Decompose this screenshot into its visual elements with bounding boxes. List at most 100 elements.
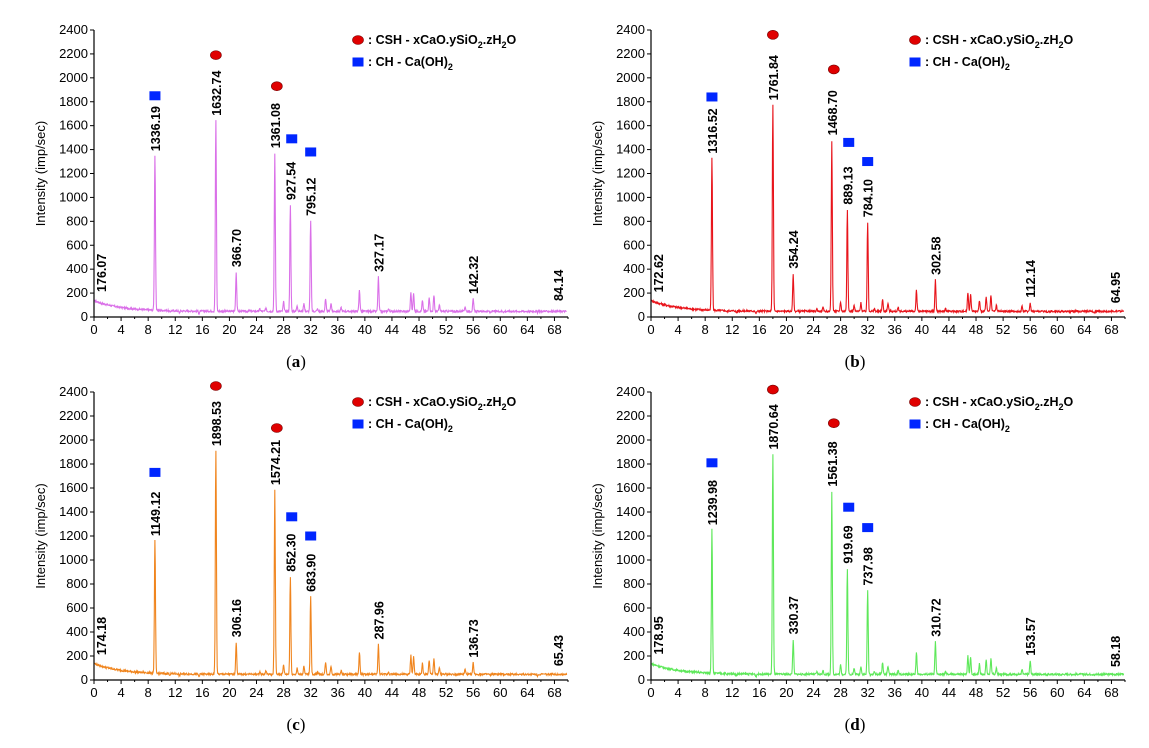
peak-value-label: 784.10 — [862, 179, 876, 217]
y-axis-label: Intensity (imp/sec) — [33, 483, 48, 588]
peak-value-label: 302.58 — [929, 237, 943, 275]
y-tick-label: 600 — [623, 600, 645, 615]
ch-marker — [149, 467, 161, 477]
ch-marker — [706, 458, 718, 468]
x-tick-label: 8 — [145, 685, 152, 700]
x-tick-label: 52 — [996, 685, 1010, 700]
diffraction-line — [94, 450, 568, 679]
peak-value-label: 1870.64 — [767, 404, 781, 449]
x-tick-label: 48 — [412, 685, 426, 700]
y-tick-label: 0 — [81, 672, 88, 687]
chart-panel: 0200400600800100012001400160018002000220… — [590, 384, 1126, 734]
y-tick-label: 1800 — [59, 456, 88, 471]
peak-value-label: 84.14 — [552, 270, 566, 301]
y-tick-label: 2000 — [59, 70, 88, 85]
y-tick-label: 2200 — [59, 408, 88, 423]
y-tick-label: 400 — [623, 261, 645, 276]
csh-marker — [828, 64, 840, 75]
x-tick-label: 20 — [222, 685, 236, 700]
ch-marker — [706, 92, 718, 102]
legend-label: : CSH - xCaO.ySiO2.zH2O — [925, 395, 1074, 412]
y-tick-label: 1800 — [616, 456, 645, 471]
x-tick-label: 12 — [725, 685, 739, 700]
chart-panel: 0200400600800100012001400160018002000220… — [590, 22, 1126, 371]
csh-marker — [828, 418, 840, 429]
legend-csh-marker — [352, 35, 364, 45]
y-tick-label: 1800 — [59, 94, 88, 109]
x-tick-label: 16 — [752, 685, 766, 700]
diffraction-line — [94, 120, 567, 316]
x-tick-label: 44 — [942, 322, 956, 337]
x-tick-label: 52 — [439, 322, 453, 337]
peak-value-label: 64.95 — [1109, 272, 1123, 303]
x-tick-label: 40 — [915, 685, 929, 700]
x-tick-label: 8 — [702, 322, 709, 337]
peak-value-label: 112.14 — [1024, 260, 1038, 298]
legend-label: : CSH - xCaO.ySiO2.zH2O — [925, 33, 1074, 50]
ch-marker — [286, 134, 298, 144]
y-tick-label: 2200 — [59, 46, 88, 61]
x-tick-label: 68 — [547, 322, 561, 337]
x-tick-label: 44 — [385, 685, 399, 700]
y-tick-label: 1600 — [59, 480, 88, 495]
y-tick-label: 1000 — [616, 552, 645, 567]
y-tick-label: 2200 — [616, 46, 645, 61]
x-tick-label: 52 — [996, 322, 1010, 337]
x-tick-label: 32 — [860, 322, 874, 337]
legend-label: : CH - Ca(OH)2 — [368, 417, 453, 434]
legend-ch-marker — [909, 419, 921, 429]
peak-value-label: 1574.21 — [269, 440, 283, 485]
y-tick-label: 1200 — [616, 166, 645, 181]
y-tick-label: 1200 — [59, 166, 88, 181]
x-tick-label: 60 — [493, 685, 507, 700]
x-tick-label: 12 — [725, 322, 739, 337]
y-tick-label: 1000 — [59, 552, 88, 567]
x-tick-label: 48 — [412, 322, 426, 337]
peak-value-label: 174.18 — [95, 617, 109, 655]
x-tick-label: 4 — [117, 685, 124, 700]
x-tick-label: 64 — [1077, 685, 1091, 700]
y-tick-label: 2400 — [616, 384, 645, 399]
ch-marker — [843, 137, 855, 147]
ch-marker — [305, 531, 317, 541]
x-tick-label: 60 — [493, 322, 507, 337]
x-tick-label: 36 — [888, 685, 902, 700]
csh-marker — [210, 50, 222, 60]
x-tick-label: 68 — [1104, 322, 1118, 337]
legend-ch-marker — [909, 57, 921, 67]
x-tick-label: 24 — [806, 322, 820, 337]
x-tick-label: 0 — [90, 685, 97, 700]
x-tick-label: 4 — [674, 322, 681, 337]
y-axis-label: Intensity (imp/sec) — [33, 121, 48, 226]
x-tick-label: 36 — [331, 322, 345, 337]
y-axis-label: Intensity (imp/sec) — [590, 483, 605, 588]
y-tick-label: 1800 — [616, 94, 645, 109]
peak-value-label: 327.17 — [372, 234, 386, 272]
x-tick-label: 12 — [168, 685, 182, 700]
x-tick-label: 0 — [647, 322, 654, 337]
x-tick-label: 40 — [915, 322, 929, 337]
y-tick-label: 0 — [81, 309, 88, 324]
peak-value-label: 65.43 — [552, 635, 566, 666]
legend-label: : CH - Ca(OH)2 — [925, 55, 1010, 72]
x-tick-label: 8 — [145, 322, 152, 337]
peak-value-label: 1149.12 — [149, 492, 163, 537]
panel-caption: (a) — [286, 352, 306, 371]
x-tick-label: 36 — [331, 685, 345, 700]
peak-value-label: 330.37 — [787, 596, 801, 634]
y-axis-label: Intensity (imp/sec) — [590, 121, 605, 226]
diffraction-line — [651, 104, 1125, 315]
peak-value-label: 178.95 — [652, 616, 666, 654]
x-tick-label: 52 — [439, 685, 453, 700]
peak-value-label: 58.18 — [1109, 636, 1123, 667]
x-tick-label: 48 — [969, 322, 983, 337]
chart-panel: 0200400600800100012001400160018002000220… — [33, 22, 569, 371]
x-tick-label: 56 — [1023, 685, 1037, 700]
x-tick-label: 24 — [249, 685, 263, 700]
diffraction-line — [651, 454, 1125, 679]
y-tick-label: 400 — [66, 624, 88, 639]
x-tick-label: 48 — [969, 685, 983, 700]
x-tick-label: 16 — [752, 322, 766, 337]
y-tick-label: 2400 — [616, 22, 645, 37]
